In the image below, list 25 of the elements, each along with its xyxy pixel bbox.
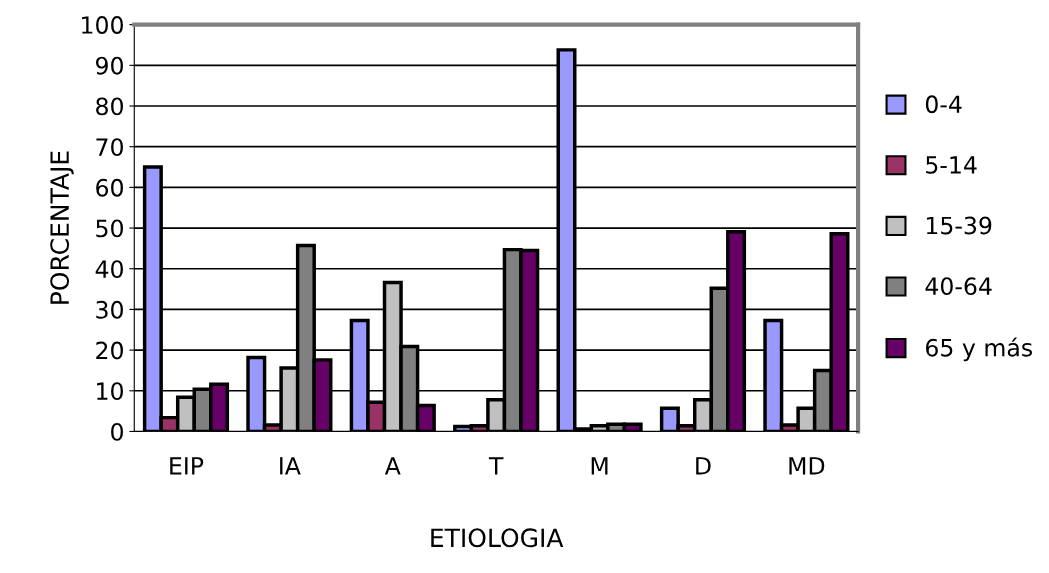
x-tick-label: MD	[789, 457, 825, 475]
y-tick-label: 60	[96, 178, 123, 197]
y-tick-label: 40	[95, 260, 123, 279]
y-tick-label: 100	[82, 16, 123, 34]
x-tick-label: M	[591, 457, 608, 475]
y-tick-label: 50	[96, 219, 123, 238]
y-axis-title: PORCENTAJE	[50, 151, 74, 304]
legend-label: 0-4	[925, 95, 962, 114]
legend-label: 15-39	[926, 216, 992, 235]
x-tick-label: A	[384, 457, 401, 475]
y-tick-label: 30	[96, 300, 123, 319]
y-tick-label: 90	[95, 56, 123, 75]
legend-label: 65 y más	[926, 337, 1032, 362]
y-tick-label: 80	[96, 97, 123, 116]
x-tick-label: T	[488, 457, 504, 475]
x-tick-label: IA	[280, 457, 301, 475]
legend-label: 40-64	[925, 277, 992, 296]
y-tick-label: 20	[96, 341, 123, 360]
x-tick-label: EIP	[170, 457, 204, 475]
x-axis-title: ETIOLOGIA	[431, 528, 564, 548]
y-tick-label: 70	[96, 138, 123, 156]
x-tick-label: D	[696, 457, 711, 475]
y-tick-label: 0	[111, 422, 123, 441]
y-tick-label: 10	[97, 382, 123, 401]
legend-label: 5-14	[926, 156, 977, 174]
